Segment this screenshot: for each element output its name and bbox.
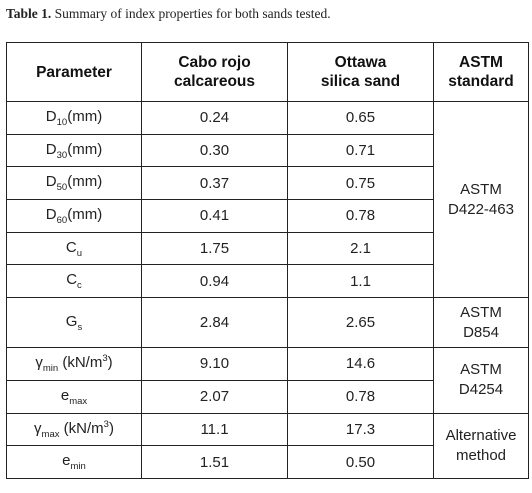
table-row: Gs 2.84 2.65 ASTM D854 [6, 297, 529, 349]
standard-cell: ASTM D422-463 [433, 100, 529, 299]
param-cell: γmin (kN/m3) [6, 347, 142, 381]
param-cell: D10(mm) [6, 101, 142, 135]
ottawa-value: 14.6 [287, 347, 434, 381]
cabo-value: 11.1 [141, 412, 288, 447]
ottawa-value: 0.50 [287, 445, 434, 479]
ottawa-value: 0.75 [287, 166, 434, 201]
cabo-value: 1.75 [141, 231, 288, 266]
ottawa-value: 0.78 [287, 199, 434, 233]
table-row: emin 1.51 0.50 [6, 445, 529, 479]
header-ottawa: Ottawa silica sand [287, 42, 434, 102]
table-row: Cc 0.94 1.1 [6, 264, 529, 299]
cabo-value: 0.37 [141, 166, 288, 201]
cabo-value: 9.10 [141, 347, 288, 381]
cabo-value: 2.07 [141, 379, 288, 414]
table-row: D10(mm) 0.24 0.65 ASTM D422-463 [6, 100, 529, 299]
cabo-value: 2.84 [141, 297, 288, 349]
param-cell: Gs [6, 297, 142, 349]
param-cell: emax [6, 379, 142, 414]
ottawa-value: 2.65 [287, 297, 434, 349]
param-cell: D60(mm) [6, 199, 142, 233]
index-properties-table: Parameter Cabo rojo calcareous Ottawa sili… [6, 42, 529, 479]
param-cell: D50(mm) [6, 166, 142, 201]
param-cell: γmax (kN/m3) [6, 412, 142, 447]
standard-cell: ASTM D854 [433, 297, 529, 349]
header-cabo-rojo: Cabo rojo calcareous [141, 42, 288, 102]
param-cell: emin [6, 445, 142, 479]
standard-cell: Alternative method [433, 412, 529, 479]
table-caption: Table 1. Summary of index properties for… [6, 6, 331, 22]
cabo-value: 0.24 [141, 101, 288, 135]
header-row: Parameter Cabo rojo calcareous Ottawa sili… [6, 42, 529, 102]
param-cell: Cc [6, 264, 142, 299]
param-cell: D30(mm) [6, 133, 142, 168]
cabo-value: 1.51 [141, 445, 288, 479]
cabo-value: 0.30 [141, 133, 288, 168]
ottawa-value: 0.78 [287, 379, 434, 414]
table-row: D50(mm) 0.37 0.75 [6, 166, 529, 201]
ottawa-value: 1.1 [287, 264, 434, 299]
standard-cell: ASTM D4254 [433, 347, 529, 414]
ottawa-value: 17.3 [287, 412, 434, 447]
ottawa-value: 2.1 [287, 231, 434, 266]
param-cell: Cu [6, 231, 142, 266]
table-row: Cu 1.75 2.1 [6, 231, 529, 266]
ottawa-value: 0.65 [287, 101, 434, 135]
cabo-value: 0.94 [141, 264, 288, 299]
caption-label: Table 1. [6, 6, 52, 21]
cabo-value: 0.41 [141, 199, 288, 233]
ottawa-value: 0.71 [287, 133, 434, 168]
header-parameter: Parameter [6, 42, 142, 102]
caption-text: Summary of index properties for both san… [51, 6, 331, 21]
header-astm-standard: ASTM standard [433, 42, 529, 102]
table-row: γmax (kN/m3) 11.1 17.3 Alternative method [6, 412, 529, 479]
table-row: γmin (kN/m3) 9.10 14.6 ASTM D4254 [6, 347, 529, 414]
table-row: emax 2.07 0.78 [6, 379, 529, 414]
